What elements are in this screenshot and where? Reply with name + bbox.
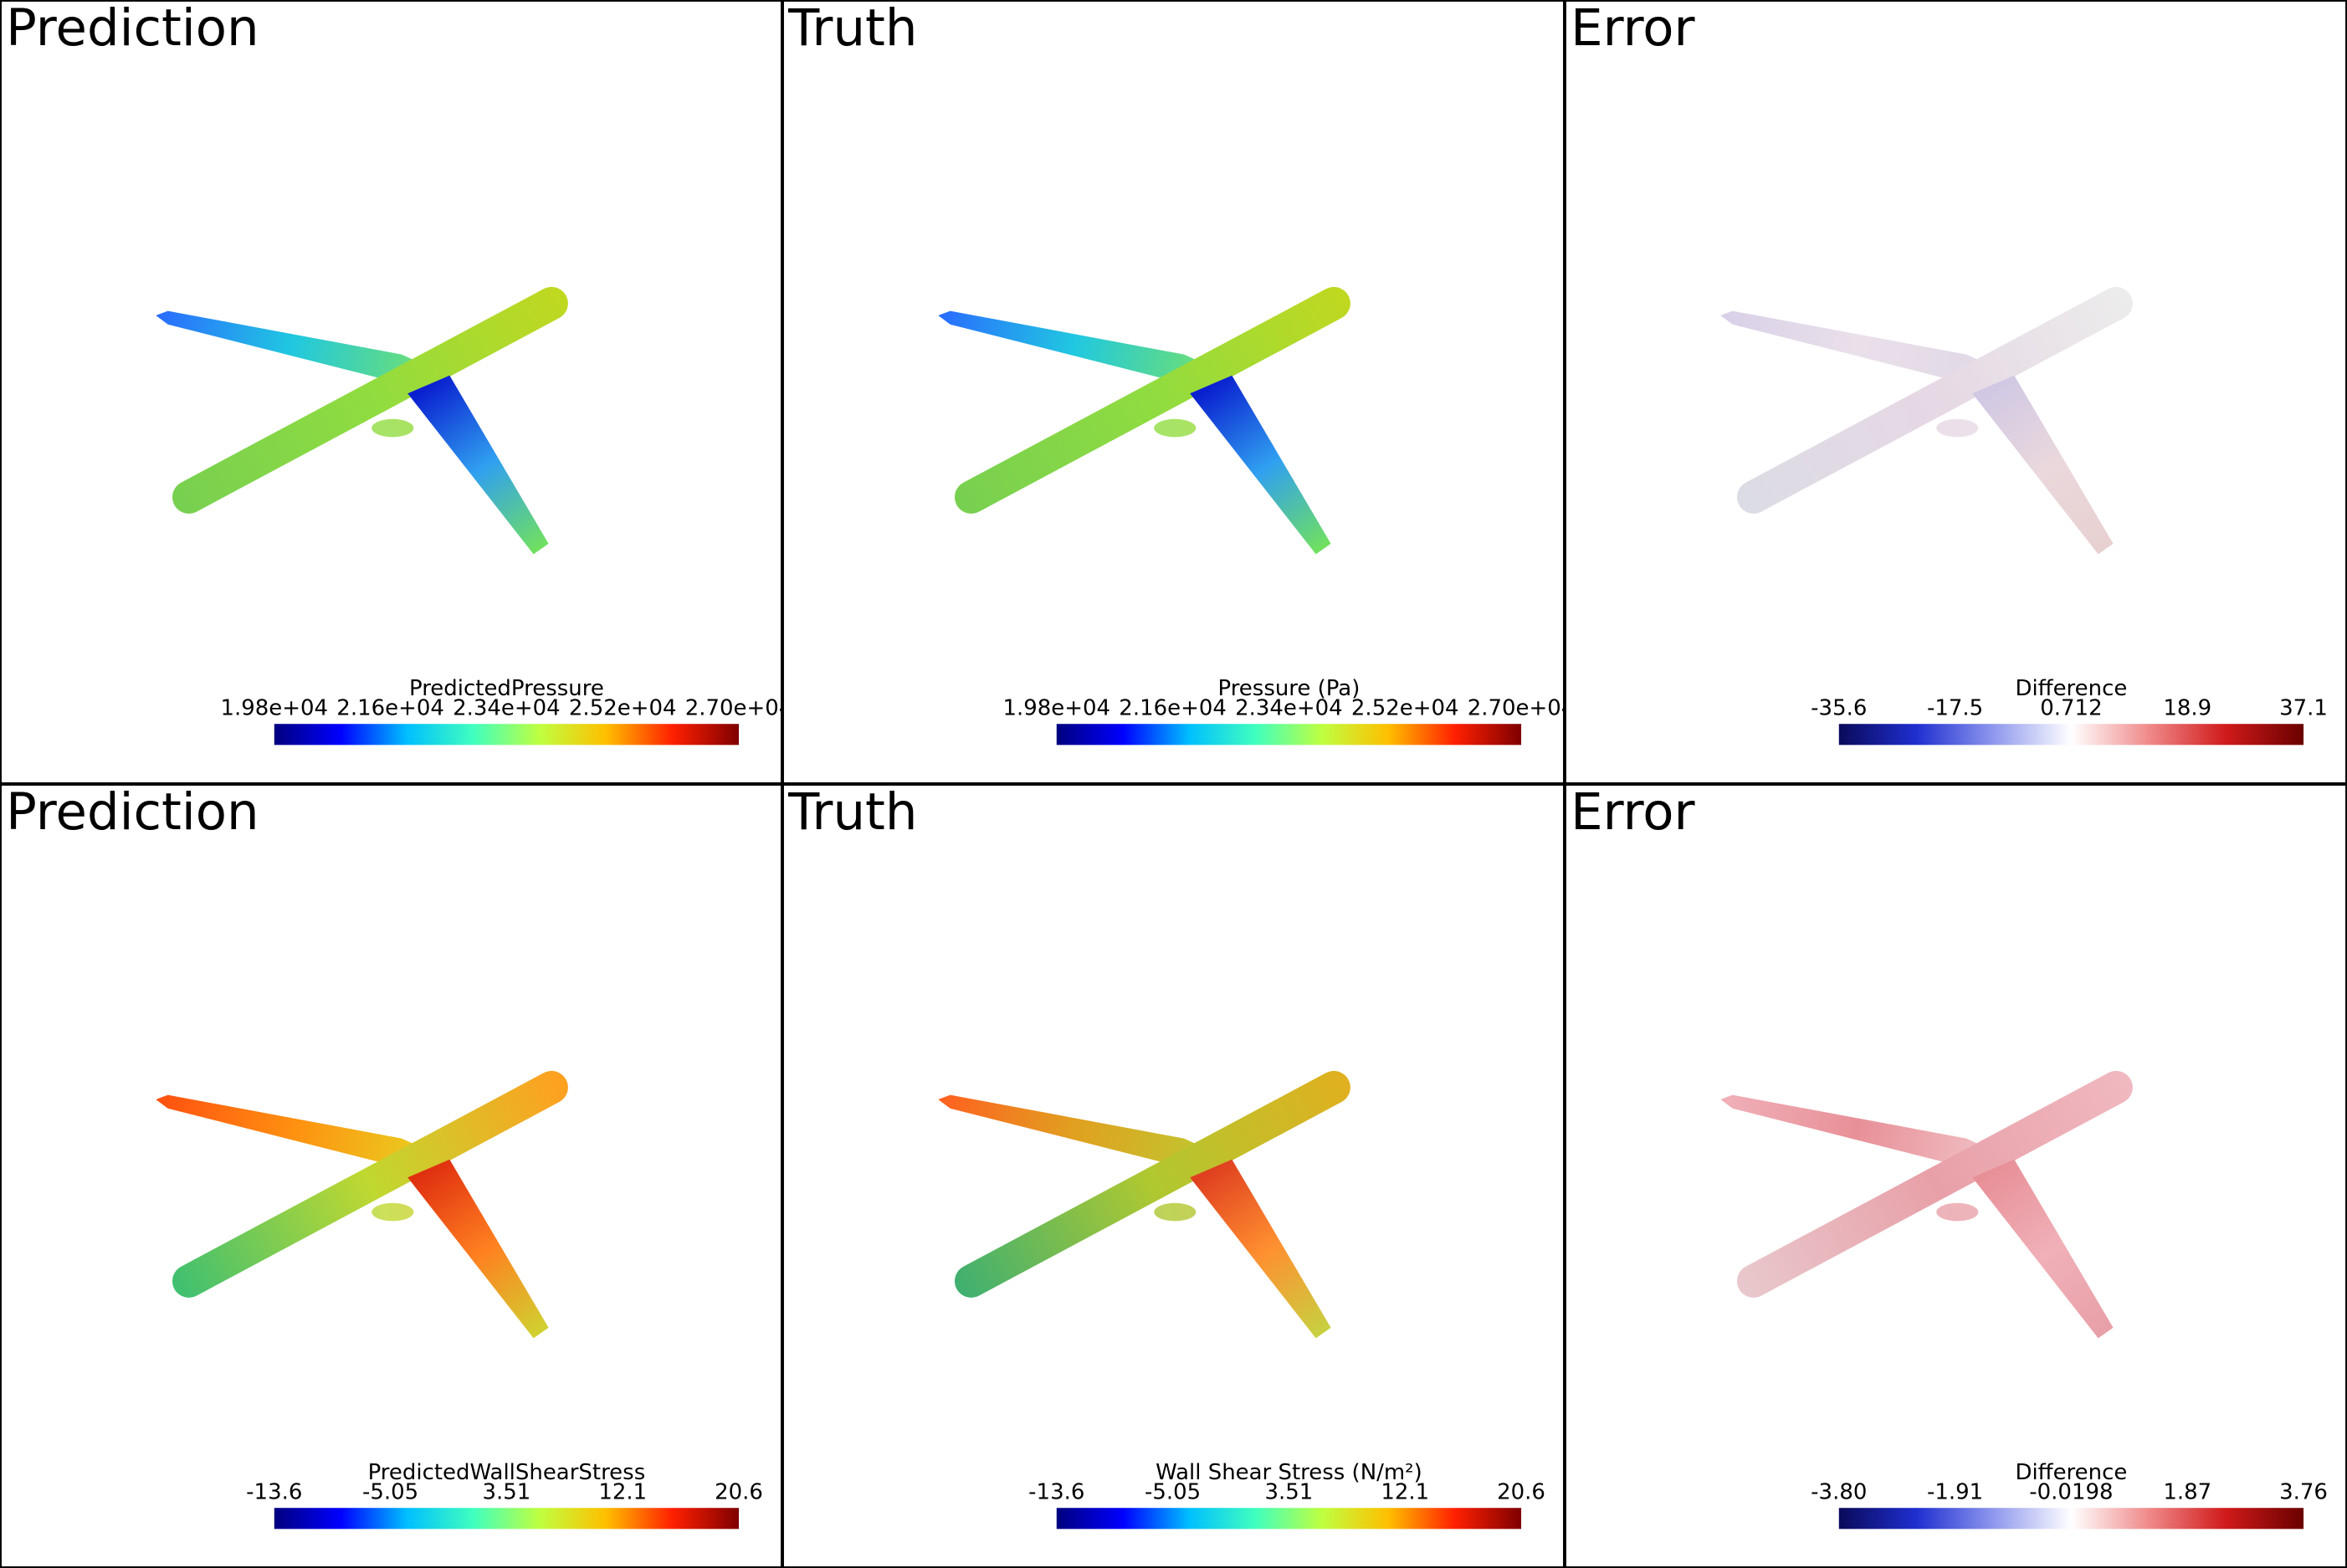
colorbar-tick-label: 2.70e+04 bbox=[685, 695, 782, 720]
colorbar-tick-label: 2.16e+04 bbox=[336, 695, 444, 720]
colorbar-tick-label: -5.05 bbox=[1145, 1479, 1201, 1504]
colorbar bbox=[1056, 1508, 1522, 1530]
colorbar bbox=[1838, 1508, 2304, 1530]
engine bbox=[1154, 418, 1197, 438]
wing-right bbox=[1190, 375, 1331, 555]
engine bbox=[372, 418, 414, 438]
wing-left bbox=[938, 1094, 1217, 1172]
engine bbox=[1936, 418, 1979, 438]
fuselage bbox=[1736, 1070, 2133, 1298]
colorbar-tick-label: 2.70e+04 bbox=[1468, 695, 1565, 720]
colorbar-tick-label: -0.0198 bbox=[2029, 1479, 2113, 1504]
colorbar-label: Difference bbox=[2015, 1460, 2127, 1485]
colorbar-tick-label: 2.16e+04 bbox=[1119, 695, 1227, 720]
colorbar-tick-label: -5.05 bbox=[362, 1479, 418, 1504]
wing-right bbox=[407, 1159, 549, 1339]
fuselage bbox=[1736, 286, 2133, 514]
colorbar bbox=[274, 724, 740, 746]
colorbar-label: Wall Shear Stress (N/m²) bbox=[1156, 1460, 1422, 1485]
colorbar-label: Difference bbox=[2015, 676, 2127, 701]
panel-title: Error bbox=[1571, 784, 1695, 842]
wing-left bbox=[1720, 1094, 2000, 1172]
colorbar bbox=[1056, 724, 1522, 746]
colorbar-tick-label: 2.52e+04 bbox=[569, 695, 677, 720]
colorbar-tick-label: 2.34e+04 bbox=[1235, 695, 1343, 720]
wing-left bbox=[938, 310, 1217, 388]
panel: Error Difference -35.6 -17.5 0.712 18.9 37.1 bbox=[1565, 0, 2347, 784]
panel: Prediction PredictedPressure 1.98e+04 2.16e… bbox=[0, 0, 782, 784]
panel: Truth Pressure (Pa) 1.98e+04 2.16e+04 2.34e+… bbox=[782, 0, 1565, 784]
fuselage bbox=[172, 1070, 568, 1298]
panel: Truth Wall Shear Stress (N/m²) -13.6 -5.05 3… bbox=[782, 784, 1565, 1568]
panel-border bbox=[1565, 0, 2347, 784]
engine bbox=[372, 1202, 414, 1222]
colorbar-label: Pressure (Pa) bbox=[1218, 676, 1361, 701]
colorbar-tick-label: 1.98e+04 bbox=[1002, 695, 1110, 720]
colorbar-tick-label: -1.91 bbox=[1927, 1479, 1983, 1504]
wing-left bbox=[156, 1094, 435, 1172]
colorbar-tick-label: 1.87 bbox=[2163, 1479, 2211, 1504]
colorbar-tick-label: 1.98e+04 bbox=[220, 695, 328, 720]
wing-right bbox=[407, 375, 549, 555]
engine bbox=[1936, 1202, 1979, 1222]
wing-left bbox=[1720, 310, 2000, 388]
colorbar-tick-label: 37.1 bbox=[2279, 695, 2328, 720]
colorbar-label: PredictedPressure bbox=[409, 676, 604, 701]
colorbar-tick-label: -13.6 bbox=[1028, 1479, 1084, 1504]
panel-title: Prediction bbox=[6, 784, 259, 842]
panel: Prediction PredictedWallShearStress -13.6 -… bbox=[0, 784, 782, 1568]
colorbar-tick-label: 20.6 bbox=[715, 1479, 763, 1504]
wing-right bbox=[1972, 1159, 2114, 1339]
panel: Error Difference -3.80 -1.91 -0.0198 1.87 3.76 bbox=[1565, 784, 2347, 1568]
colorbar-tick-label: 3.76 bbox=[2279, 1479, 2328, 1504]
colorbar-tick-label: -17.5 bbox=[1927, 695, 1983, 720]
colorbar-tick-label: 3.51 bbox=[483, 1479, 531, 1504]
fuselage bbox=[172, 286, 568, 514]
fuselage bbox=[954, 1070, 1350, 1298]
fuselage bbox=[954, 286, 1350, 514]
wing-left bbox=[156, 310, 435, 388]
colorbar bbox=[1838, 724, 2304, 746]
colorbar-tick-label: 12.1 bbox=[1381, 1479, 1429, 1504]
engine bbox=[1154, 1202, 1197, 1222]
colorbar-tick-label: 2.52e+04 bbox=[1351, 695, 1459, 720]
panel-title: Prediction bbox=[6, 0, 259, 58]
colorbar bbox=[274, 1508, 740, 1530]
wing-right bbox=[1972, 375, 2114, 555]
colorbar-tick-label: -13.6 bbox=[246, 1479, 302, 1504]
colorbar-tick-label: -35.6 bbox=[1811, 695, 1867, 720]
colorbar-tick-label: 0.712 bbox=[2040, 695, 2102, 720]
panel-title: Truth bbox=[787, 784, 917, 842]
panel-title: Error bbox=[1571, 0, 1695, 58]
colorbar-tick-label: 12.1 bbox=[598, 1479, 647, 1504]
colorbar-label: PredictedWallShearStress bbox=[368, 1460, 646, 1485]
colorbar-tick-label: 18.9 bbox=[2163, 695, 2211, 720]
colorbar-tick-label: 3.51 bbox=[1265, 1479, 1314, 1504]
panel-title: Truth bbox=[787, 0, 917, 58]
colorbar-tick-label: -3.80 bbox=[1811, 1479, 1867, 1504]
colorbar-tick-label: 2.34e+04 bbox=[453, 695, 561, 720]
wing-right bbox=[1190, 1159, 1331, 1339]
colorbar-tick-label: 20.6 bbox=[1497, 1479, 1545, 1504]
